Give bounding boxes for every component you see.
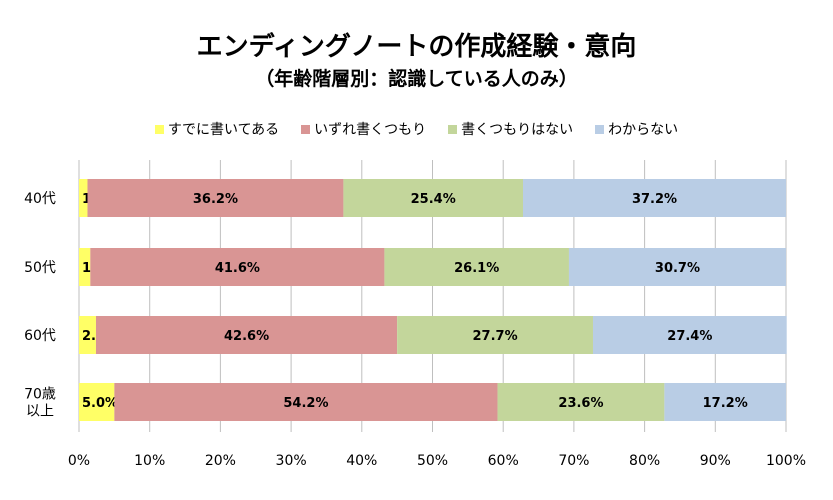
bar-segment [87, 179, 344, 217]
data-label: 17.2% [703, 396, 748, 411]
data-label: 5.0% [82, 396, 118, 411]
data-label: 23.6% [558, 396, 603, 411]
bar-segment [397, 316, 593, 354]
x-tick-label: 80% [629, 453, 660, 469]
legend-label: わからない [608, 122, 679, 138]
x-tick-label: 0% [68, 453, 90, 469]
data-label: 30.7% [655, 261, 700, 276]
data-label: 36.2% [193, 192, 238, 207]
bar-segment [90, 248, 385, 286]
bar-segment [79, 179, 88, 217]
x-tick-label: 70% [558, 453, 589, 469]
bar-segment [568, 248, 786, 286]
chart-title: エンディングノートの作成経験・意向 [196, 32, 637, 62]
legend-swatch [448, 124, 458, 134]
bar-segment [592, 316, 787, 354]
legend-label: すでに書いてある [167, 122, 280, 138]
data-label: 42.6% [224, 329, 269, 344]
category-label: 70歳 [24, 387, 56, 403]
bar-segment [522, 179, 786, 217]
bar-segment [95, 316, 398, 354]
legend-label: 書くつもりはない [461, 122, 574, 138]
legend-swatch [154, 124, 164, 134]
legend-item: わからない [595, 119, 678, 139]
chart-subtitle: （年齢階層別：認識している人のみ） [255, 68, 578, 90]
data-label: 25.4% [411, 192, 456, 207]
category-label: 60代 [24, 328, 56, 344]
legend-swatch [595, 124, 605, 134]
bar-segment [79, 383, 115, 421]
bar-segment [497, 383, 665, 421]
data-label: 27.4% [667, 329, 712, 344]
bar-segment [114, 383, 498, 421]
legend-item: 書くつもりはない [448, 119, 573, 139]
bar-segment [664, 383, 786, 421]
category-label: 40代 [24, 191, 56, 207]
x-tick-label: 60% [488, 453, 519, 469]
bar-segment [384, 248, 569, 286]
bar-segment [79, 248, 91, 286]
legend-item: すでに書いてある [154, 119, 280, 139]
category-label: 50代 [24, 260, 56, 276]
data-label: 27.7% [473, 329, 518, 344]
legend-swatch [301, 124, 311, 134]
legend-label: いずれ書くつもり [314, 122, 427, 138]
data-label: 37.2% [632, 192, 677, 207]
data-label: 41.6% [215, 261, 260, 276]
x-tick-label: 40% [346, 453, 377, 469]
x-tick-label: 50% [417, 453, 448, 469]
category-label: 以上 [26, 404, 54, 420]
x-tick-label: 20% [205, 453, 236, 469]
bar-segment [79, 316, 96, 354]
bar-segment [343, 179, 523, 217]
legend-item: いずれ書くつもり [301, 119, 426, 139]
chart-legend: すでに書いてある いずれ書くつもり 書くつもりはない わからない [0, 119, 833, 139]
data-label: 26.1% [454, 261, 499, 276]
x-tick-label: 90% [700, 453, 731, 469]
data-label: 54.2% [283, 396, 328, 411]
x-tick-label: 30% [276, 453, 307, 469]
x-tick-label: 100% [766, 453, 806, 469]
x-tick-label: 10% [134, 453, 165, 469]
